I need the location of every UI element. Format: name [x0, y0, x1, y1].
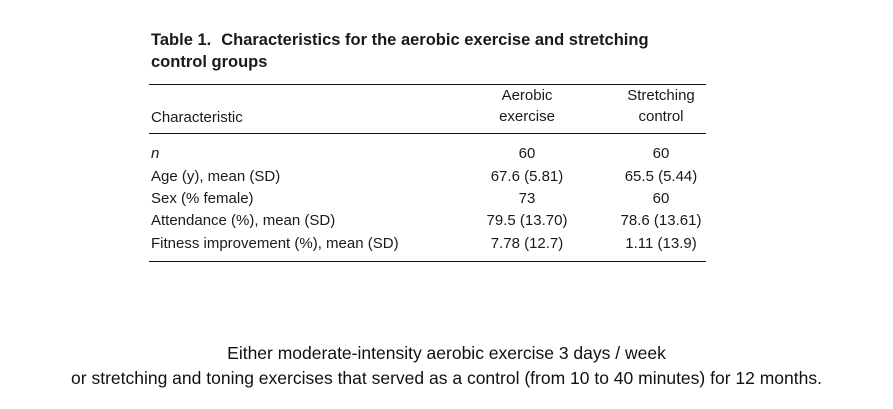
row-aerobic-value: 60 [518, 145, 536, 162]
row-aerobic-value: 73 [518, 190, 536, 207]
table-bottom-rule [149, 261, 706, 262]
row-label: Attendance (%), mean (SD) [151, 212, 336, 229]
table-title-line-1: Table 1. Characteristics for the aerobic … [151, 29, 731, 51]
row-aerobic-value: 7.78 (12.7) [490, 235, 564, 252]
table-title: Table 1. Characteristics for the aerobic … [151, 29, 731, 73]
row-stretching-value: 1.11 (13.9) [625, 235, 697, 252]
header-aerobic-line-1: Aerobic [501, 87, 553, 104]
header-stretching-line-2: control [638, 108, 684, 125]
table-top-rule [149, 84, 706, 85]
row-label: Sex (% female) [151, 190, 254, 207]
row-label: Age (y), mean (SD) [151, 168, 281, 185]
row-stretching-value: 60 [652, 190, 670, 207]
row-stretching-value: 60 [652, 145, 670, 162]
header-stretching-line-1: Stretching [627, 87, 695, 104]
row-stretching-value: 78.6 (13.61) [620, 212, 702, 229]
row-aerobic-value: 79.5 (13.70) [486, 212, 568, 229]
header-aerobic-line-2: exercise [499, 108, 555, 125]
table-header-rule [149, 133, 706, 134]
row-label: Fitness improvement (%), mean (SD) [151, 235, 399, 252]
row-label: n [151, 145, 160, 162]
row-stretching-value: 65.5 (5.44) [624, 168, 698, 185]
header-characteristic: Characteristic [151, 109, 243, 126]
table-number: Table 1. [151, 31, 212, 49]
table-title-text: Characteristics for the aerobic exercise… [221, 31, 649, 49]
table-title-line-2: control groups [151, 53, 268, 71]
caption-line-1: Either moderate-intensity aerobic exerci… [227, 343, 666, 363]
caption-line-2: or stretching and toning exercises that … [71, 368, 822, 388]
row-aerobic-value: 67.6 (5.81) [490, 168, 564, 185]
